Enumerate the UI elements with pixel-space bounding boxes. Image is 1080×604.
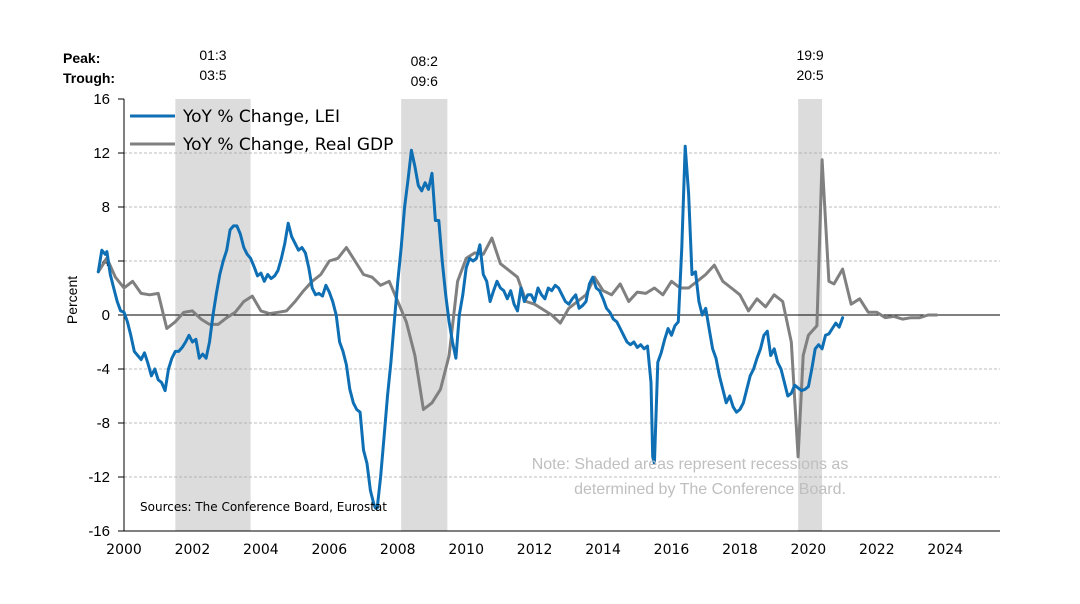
x-ticks: 2000 2002 2004 2006 2008 2010 2012 2014 2016 2018… xyxy=(106,542,963,558)
recession-labels: 01:3 03:5 08:2 09:6 19:9 20:5 xyxy=(199,47,824,89)
recession-trough-2: 20:5 xyxy=(796,67,823,83)
y-tick-label: -4 xyxy=(97,361,110,378)
x-tick-label: 2020 xyxy=(791,542,827,558)
y-axis-label: Percent xyxy=(64,276,80,324)
recession-peak-2: 19:9 xyxy=(796,47,823,63)
note-line-1: Note: Shaded areas represent recessions … xyxy=(532,456,849,473)
y-tick-label: -16 xyxy=(88,523,110,540)
x-tick-label: 2012 xyxy=(517,542,553,558)
series xyxy=(96,144,939,510)
legend-label-lei: YoY % Change, LEI xyxy=(182,107,340,127)
series-line-gdp xyxy=(96,158,939,459)
x-tick-label: 2018 xyxy=(722,542,758,558)
x-tick-label: 2010 xyxy=(448,542,484,558)
x-tick-label: 2014 xyxy=(585,542,621,558)
x-tick-label: 2022 xyxy=(859,542,895,558)
legend: YoY % Change, LEI YoY % Change, Real GDP xyxy=(130,107,393,155)
series-line-lei xyxy=(96,144,845,510)
y-tick-label: 0 xyxy=(102,307,110,324)
y-tick-label: -8 xyxy=(97,415,110,432)
note-line-2: determined by The Conference Board. xyxy=(574,481,846,498)
trough-label: Trough: xyxy=(63,70,115,86)
x-tick-label: 2008 xyxy=(380,542,416,558)
y-tick-label: 12 xyxy=(93,145,110,162)
x-tick-label: 2004 xyxy=(243,542,279,558)
source-note: Sources: The Conference Board, Eurostat xyxy=(140,500,387,514)
y-tick-label: 8 xyxy=(102,199,110,216)
recession-trough-1: 09:6 xyxy=(411,73,438,89)
x-tick-label: 2000 xyxy=(106,542,142,558)
peak-label: Peak: xyxy=(63,50,100,66)
x-tick-label: 2002 xyxy=(175,542,211,558)
legend-label-gdp: YoY % Change, Real GDP xyxy=(182,135,393,155)
y-tick-label: 16 xyxy=(93,91,110,108)
recession-peak-1: 08:2 xyxy=(411,53,438,69)
x-tick-label: 2016 xyxy=(654,542,690,558)
x-tick-label: 2006 xyxy=(311,542,347,558)
y-tick-label: -12 xyxy=(88,469,110,486)
x-tick-label: 2024 xyxy=(927,542,963,558)
recession-trough-0: 03:5 xyxy=(199,67,226,83)
recession-peak-0: 01:3 xyxy=(199,47,226,63)
gridlines xyxy=(124,152,1000,478)
